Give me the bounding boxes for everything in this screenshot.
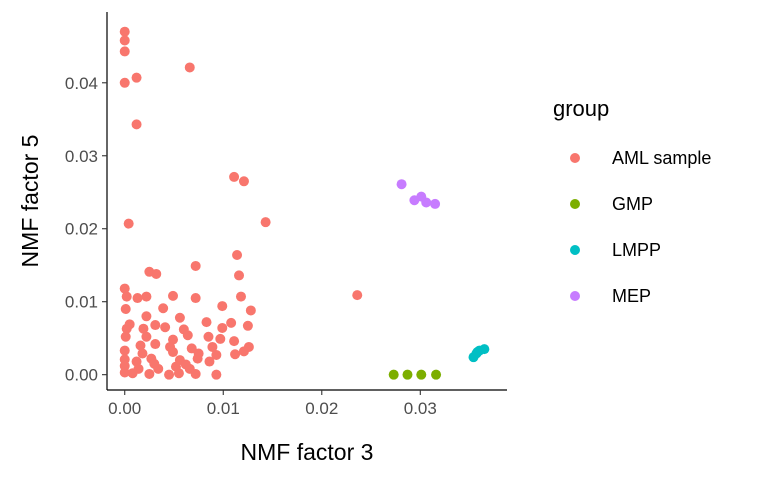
point-aml-sample (131, 72, 142, 83)
point-aml-sample (201, 317, 212, 328)
point-aml-sample (215, 333, 226, 344)
point-aml-sample (119, 26, 130, 37)
point-aml-sample (120, 304, 131, 314)
point-aml-sample (229, 336, 240, 347)
point-gmp (388, 369, 399, 380)
y-tick-label: 0.00 (65, 366, 98, 385)
point-aml-sample (131, 119, 142, 130)
point-aml-sample (121, 291, 132, 302)
legend-key-aml-sample (570, 153, 580, 163)
x-axis-title: NMF factor 3 (241, 439, 374, 465)
point-aml-sample (180, 359, 191, 370)
point-aml-sample (226, 317, 237, 328)
point-aml-sample (203, 331, 214, 342)
legend-title: group (553, 96, 609, 121)
point-aml-sample (232, 250, 243, 260)
point-aml-sample (119, 283, 130, 294)
x-tick-label: 0.03 (404, 399, 437, 418)
point-aml-sample (190, 293, 201, 304)
point-aml-sample (186, 343, 197, 354)
point-aml-sample (217, 301, 228, 312)
point-aml-sample (119, 46, 130, 57)
point-mep (396, 179, 407, 190)
y-tick-label: 0.03 (65, 147, 98, 166)
point-aml-sample (235, 291, 246, 302)
point-aml-sample (245, 305, 256, 316)
point-aml-sample (123, 218, 134, 229)
point-aml-sample (190, 368, 201, 379)
point-aml-sample (204, 356, 215, 367)
point-aml-sample (151, 268, 162, 279)
point-gmp (431, 369, 442, 380)
legend-label-lmpp: LMPP (612, 240, 661, 260)
point-aml-sample (242, 320, 253, 331)
x-tick-label: 0.02 (305, 399, 338, 418)
point-aml-sample (150, 320, 161, 331)
point-aml-sample (229, 171, 240, 182)
points-layer (119, 26, 490, 380)
point-aml-sample (149, 358, 160, 369)
point-aml-sample (217, 322, 228, 333)
point-aml-sample (119, 35, 130, 46)
point-aml-sample (160, 322, 171, 333)
legend-key-mep (570, 291, 580, 301)
point-gmp (402, 369, 413, 380)
point-aml-sample (234, 270, 245, 281)
y-tick-label: 0.01 (65, 293, 98, 312)
point-aml-sample (120, 331, 131, 342)
point-aml-sample (132, 293, 143, 304)
point-aml-sample (211, 369, 222, 380)
point-aml-sample (182, 330, 193, 341)
point-aml-sample (141, 311, 152, 322)
x-tick-label: 0.01 (207, 399, 240, 418)
point-aml-sample (184, 62, 195, 73)
x-tick-label: 0.00 (108, 399, 141, 418)
legend-label-mep: MEP (612, 286, 651, 306)
legend-items: AML sample GMP LMPP MEP (570, 148, 711, 306)
point-aml-sample (230, 349, 241, 360)
point-aml-sample (238, 176, 249, 187)
point-aml-sample (119, 345, 130, 356)
legend-label-gmp: GMP (612, 194, 653, 214)
point-aml-sample (119, 367, 130, 378)
point-aml-sample (352, 290, 363, 301)
point-aml-sample (141, 291, 152, 302)
point-aml-sample (190, 260, 201, 271)
ticks: 0.00 0.01 0.02 0.03 0.00 0.01 0.02 0.03 0.04 (65, 74, 437, 418)
axes (106, 12, 507, 391)
point-aml-sample (174, 312, 185, 323)
point-mep (430, 198, 441, 209)
point-aml-sample (135, 340, 146, 351)
point-gmp (416, 369, 427, 380)
legend: group AML sample GMP LMPP MEP (553, 96, 711, 306)
point-aml-sample (119, 77, 130, 88)
y-tick-label: 0.02 (65, 220, 98, 239)
point-aml-sample (137, 348, 148, 359)
point-aml-sample (127, 368, 138, 379)
point-aml-sample (260, 217, 271, 228)
point-lmpp (472, 347, 483, 358)
point-aml-sample (168, 290, 179, 301)
point-aml-sample (207, 341, 218, 352)
point-aml-sample (192, 353, 203, 364)
legend-key-lmpp (570, 245, 580, 255)
point-aml-sample (138, 323, 149, 334)
point-aml-sample (144, 368, 155, 379)
point-aml-sample (168, 347, 179, 358)
point-aml-sample (121, 323, 132, 334)
point-aml-sample (173, 368, 184, 379)
point-aml-sample (158, 303, 169, 314)
y-tick-label: 0.04 (65, 74, 98, 93)
point-aml-sample (141, 331, 152, 342)
legend-key-gmp (570, 199, 580, 209)
y-axis-title: NMF factor 5 (17, 135, 43, 268)
point-aml-sample (150, 339, 161, 350)
legend-label-aml-sample: AML sample (612, 148, 711, 168)
point-aml-sample (211, 349, 222, 360)
point-aml-sample (238, 346, 249, 357)
point-aml-sample (164, 369, 175, 380)
point-mep (421, 197, 432, 208)
